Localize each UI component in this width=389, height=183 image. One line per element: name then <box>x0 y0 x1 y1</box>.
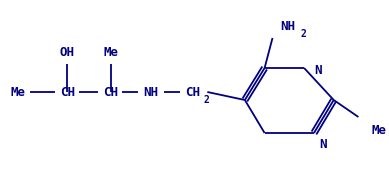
Text: CH: CH <box>60 85 75 98</box>
Text: CH: CH <box>185 85 200 98</box>
Text: 2: 2 <box>203 95 209 105</box>
Text: 2: 2 <box>300 29 306 39</box>
Text: Me: Me <box>10 85 25 98</box>
Text: CH: CH <box>103 85 118 98</box>
Text: NH: NH <box>280 20 295 33</box>
Text: N: N <box>319 139 326 152</box>
Text: Me: Me <box>371 124 386 137</box>
Text: OH: OH <box>60 46 75 59</box>
Text: NH: NH <box>144 85 159 98</box>
Text: Me: Me <box>103 46 118 59</box>
Text: N: N <box>314 64 321 76</box>
